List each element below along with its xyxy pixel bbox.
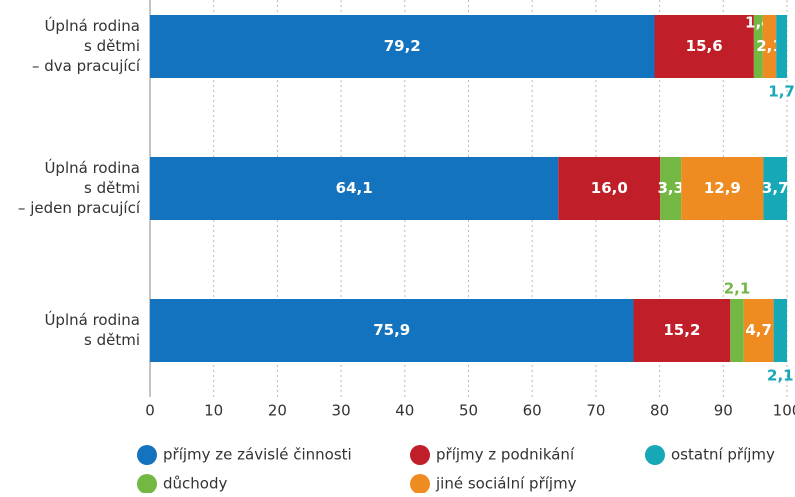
bar-segment — [743, 299, 774, 362]
value-label: 2,1 — [756, 37, 783, 55]
value-label: 3,3 — [657, 179, 684, 197]
category-label: s dětmi — [84, 37, 140, 55]
value-label: 1,7 — [768, 83, 795, 101]
x-tick-label: 30 — [332, 402, 351, 420]
category-label: Úplná rodina — [44, 158, 140, 177]
x-tick-label: 70 — [586, 402, 605, 420]
category-label: Úplná rodina — [44, 16, 140, 35]
x-tick-label: 10 — [204, 402, 223, 420]
bar-segment — [654, 15, 754, 78]
legend-label: příjmy z podnikání — [436, 446, 575, 464]
x-tick-label: 80 — [650, 402, 669, 420]
category-label: s dětmi — [84, 179, 140, 197]
x-tick-label: 50 — [459, 402, 478, 420]
x-tick-label: 100 — [773, 402, 795, 420]
x-tick-label: 0 — [145, 402, 155, 420]
legend-marker — [410, 445, 430, 465]
value-label: 16,0 — [591, 179, 628, 197]
category-label: – jeden pracující — [18, 199, 141, 217]
legend-marker — [137, 474, 157, 494]
x-tick-label: 60 — [523, 402, 542, 420]
category-label: s dětmi — [84, 331, 140, 349]
x-tick-label: 90 — [714, 402, 733, 420]
value-label: 64,1 — [336, 179, 373, 197]
bar-segment — [633, 299, 731, 362]
value-label: 2,1 — [767, 367, 794, 385]
legend-marker — [410, 474, 430, 494]
bar-segment — [660, 157, 682, 220]
legend-label: ostatní příjmy — [671, 446, 775, 464]
bar-segment — [773, 299, 787, 362]
bar-segment — [150, 299, 634, 362]
value-label: 15,6 — [686, 37, 723, 55]
bar-segment — [753, 15, 763, 78]
legend-marker — [645, 445, 665, 465]
bar-segment — [763, 157, 787, 220]
bar-segment — [150, 15, 655, 78]
x-tick-label: 40 — [395, 402, 414, 420]
value-label: 79,2 — [384, 37, 421, 55]
value-label: 75,9 — [373, 321, 410, 339]
bar-segment — [776, 15, 787, 78]
value-label: 4,7 — [745, 321, 772, 339]
value-label: 12,9 — [704, 179, 741, 197]
bar-segment — [150, 157, 559, 220]
category-label: Úplná rodina — [44, 310, 140, 329]
category-label: – dva pracující — [32, 57, 141, 75]
bar-segment — [681, 157, 764, 220]
bar-segment — [730, 299, 744, 362]
bar-segment — [558, 157, 661, 220]
legend-label: příjmy ze závislé činnosti — [163, 446, 352, 464]
legend-label: důchody — [163, 475, 227, 493]
legend-label: jiné sociální příjmy — [435, 475, 577, 493]
value-label: 15,2 — [663, 321, 700, 339]
value-label: 2,1 — [724, 280, 751, 298]
value-label: 3,7 — [762, 179, 789, 197]
x-tick-label: 20 — [268, 402, 287, 420]
legend-marker — [137, 445, 157, 465]
bar-segment — [762, 15, 777, 78]
